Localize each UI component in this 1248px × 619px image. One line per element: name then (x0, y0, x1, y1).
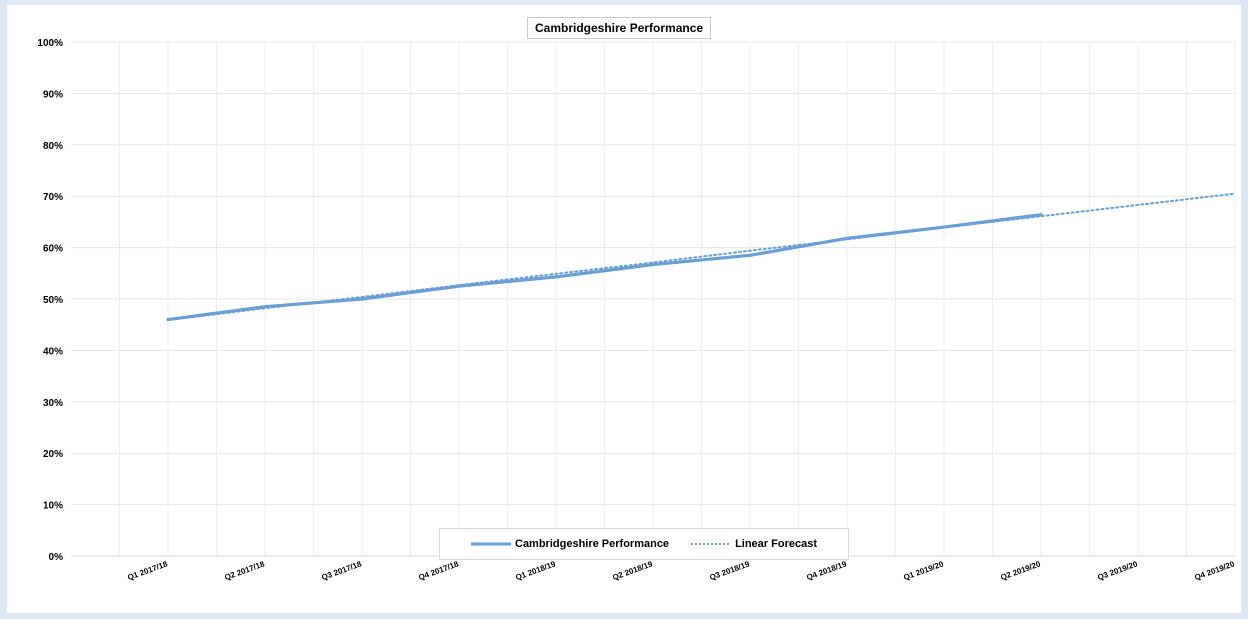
y-tick-label: 100% (37, 38, 63, 49)
line-chart: 0% 10% 20% 30% 40% 50% 60% 70% 80% 90% 100% Q1 2017… (37, 38, 1236, 582)
legend-swatch-solid (471, 542, 511, 546)
x-tick-label: Q2 2019/20 (999, 559, 1042, 582)
x-tick-label: Q4 2017/18 (417, 559, 460, 582)
y-tick-label: 40% (43, 346, 63, 357)
y-tick-label: 20% (43, 449, 63, 460)
y-tick-label: 60% (43, 244, 63, 255)
legend-item-actual[interactable]: Cambridgeshire Performance (471, 538, 669, 550)
y-tick-label: 30% (43, 398, 63, 409)
x-tick-label: Q1 2019/20 (902, 559, 945, 582)
x-tick-label: Q2 2018/19 (611, 559, 654, 582)
y-tick-label: 10% (43, 501, 63, 512)
legend-label-actual: Cambridgeshire Performance (515, 538, 670, 550)
legend-item-forecast[interactable]: Linear Forecast (691, 538, 817, 550)
x-tick-label: Q4 2019/20 (1193, 559, 1236, 582)
chart-panel: 0% 10% 20% 30% 40% 50% 60% 70% 80% 90% 100% Q1 2017… (7, 5, 1241, 613)
y-tick-label: 50% (43, 295, 63, 306)
legend[interactable]: Cambridgeshire Performance Linear Foreca… (439, 528, 849, 560)
x-tick-label: Q2 2017/18 (223, 559, 266, 582)
chart-title: Cambridgeshire Performance (527, 17, 712, 39)
x-tick-label: Q3 2017/18 (320, 559, 363, 582)
x-tick-label: Q1 2017/18 (126, 559, 169, 582)
x-tick-label: Q1 2018/19 (514, 559, 557, 582)
legend-label-forecast: Linear Forecast (735, 538, 817, 550)
legend-swatch-dotted (691, 543, 732, 545)
y-tick-label: 70% (43, 192, 63, 203)
x-tick-label: Q3 2018/19 (708, 559, 751, 582)
x-tick-label: Q3 2019/20 (1096, 559, 1139, 582)
y-tick-label: 90% (43, 89, 63, 100)
x-tick-label: Q4 2018/19 (805, 559, 848, 582)
series-line-forecast[interactable] (167, 192, 1236, 322)
y-tick-label: 80% (43, 141, 63, 152)
y-tick-label: 0% (49, 552, 64, 563)
